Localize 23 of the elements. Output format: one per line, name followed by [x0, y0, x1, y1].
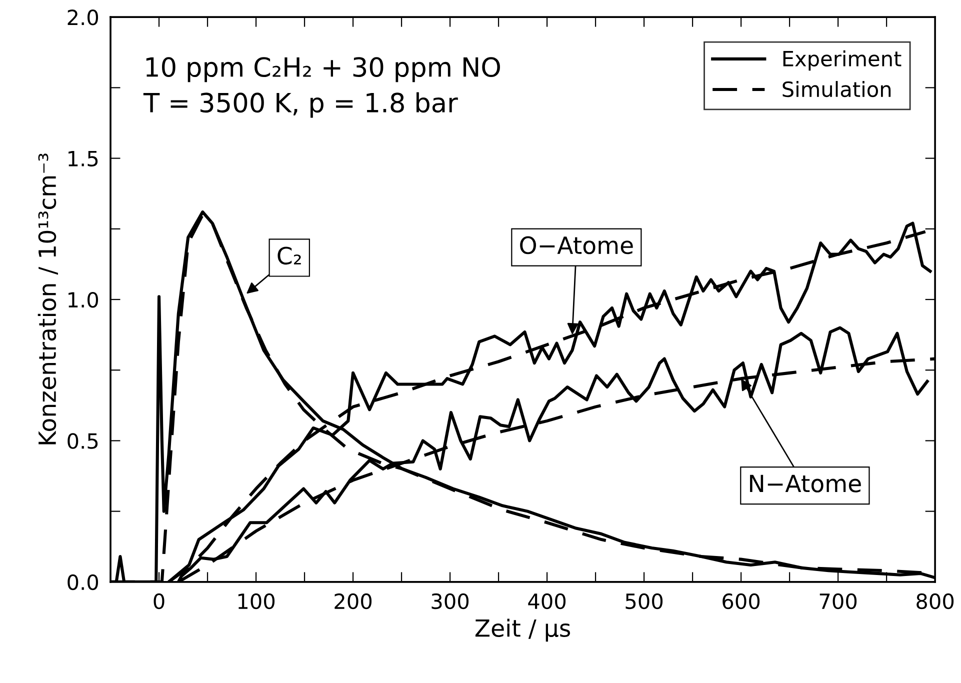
x-tick-label: 600	[722, 593, 760, 610]
x-tick-label: 100	[238, 593, 275, 610]
x-tick-label: 0	[154, 593, 164, 610]
x-tick-label: 800	[916, 593, 954, 610]
annotation: O−Atome	[520, 236, 633, 254]
x-tick-label: 200	[334, 593, 372, 610]
legend-label: Simulation	[782, 80, 891, 98]
y-tick-label: 1.0	[68, 292, 98, 308]
x-tick-label: 400	[528, 593, 566, 610]
x-tick-label: 500	[626, 593, 663, 610]
y-tick-label: 0.5	[68, 433, 98, 449]
y-axis-title: Konzentration / 10¹³cm⁻³	[38, 154, 58, 444]
x-tick-label: 300	[432, 593, 469, 610]
y-tick-label: 2.0	[68, 10, 98, 26]
annotation: 10 ppm C₂H₂ + 30 ppm NO	[146, 57, 500, 82]
y-tick-label: 0.0	[68, 574, 98, 590]
x-axis-title: Zeit / µs	[475, 618, 570, 642]
y-tick-label: 1.5	[68, 151, 98, 166]
legend-label: Experiment	[783, 50, 902, 71]
annotation: N−Atome	[750, 474, 861, 492]
x-tick-label: 700	[820, 593, 857, 610]
annotation: C₂	[278, 246, 301, 265]
annotation: T = 3500 K, p = 1.8 bar	[143, 92, 458, 118]
